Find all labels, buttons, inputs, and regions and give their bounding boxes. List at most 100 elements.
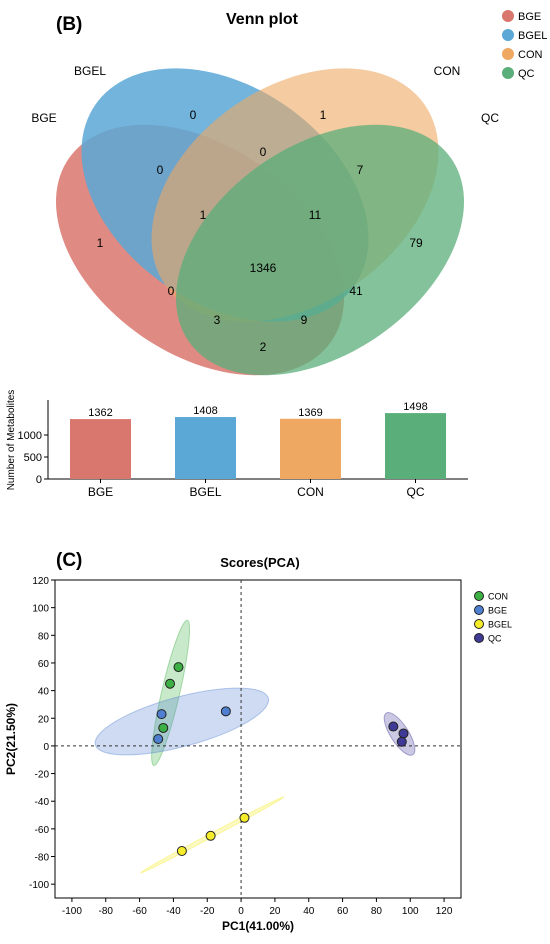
pca-legend-label: BGE (488, 606, 507, 616)
panel-c-label: (C) (56, 550, 82, 571)
pca-x-tick-label: 100 (402, 906, 419, 917)
bar-y-ticks: 0 500 1000 (18, 430, 48, 486)
bar-qc (385, 413, 446, 479)
bar-bgel (175, 417, 236, 479)
venn-count: 11 (309, 208, 322, 222)
venn-title: Venn plot (226, 11, 299, 28)
venn-ellipses (55, 68, 465, 376)
venn-count: 2 (260, 340, 267, 354)
bar-value-label: 1498 (403, 401, 427, 413)
pca-y-tick-label: -80 (35, 853, 50, 864)
venn-label-bgel: BGEL (74, 64, 106, 78)
bar-x-tick-label: BGEL (189, 485, 221, 499)
pca-legend: CON BGE BGEL QC (474, 591, 512, 644)
pca-chart: -100 -80 -60 -40 -20 0 20 40 60 80 100 120 -100-80-… (4, 576, 512, 933)
pca-y-tick-label: -60 (35, 825, 50, 836)
pca-x-tick-label: 0 (238, 906, 244, 917)
venn-label-bge: BGE (31, 111, 56, 125)
pca-points (153, 662, 409, 856)
pca-point-bge (153, 734, 164, 744)
venn-count: 0 (260, 145, 267, 159)
pca-x-tick-label: 20 (269, 906, 281, 917)
pca-y-tick-label: 40 (38, 687, 50, 698)
pca-x-tick-label: 120 (436, 906, 453, 917)
legend-label: BGE (518, 11, 541, 23)
legend-marker (502, 29, 514, 41)
venn-count: 7 (357, 163, 364, 177)
venn-count: 1 (200, 208, 207, 222)
venn-count: 1346 (250, 261, 277, 275)
bar-value-label: 1369 (298, 407, 322, 419)
bar-x-tick-label: QC (407, 485, 425, 499)
pca-x-tick-label: -40 (166, 906, 181, 917)
pca-zero-lines (55, 580, 461, 898)
pca-point-qc (398, 728, 409, 739)
pca-point-bgel (205, 830, 216, 841)
pca-legend-label: CON (488, 592, 508, 602)
pca-point-bge (156, 709, 167, 720)
pca-point-qc (388, 721, 399, 732)
bar-con (280, 418, 341, 479)
venn-count: 0 (168, 284, 175, 298)
bar-y-label: Number of Metabolites (6, 390, 17, 491)
bar-value-label: 1362 (88, 407, 112, 419)
venn-counts: 0 1 0 0 7 1 11 1 79 1346 0 41 3 9 2 (97, 108, 423, 354)
legend-label: QC (518, 68, 535, 80)
legend-marker (502, 67, 514, 79)
pca-y-tick-label: -100 (29, 880, 49, 891)
pca-x-tick-label: -100 (62, 906, 82, 917)
pca-point-qc (396, 736, 407, 747)
venn-set-qc (175, 124, 465, 376)
pca-x-tick-label: 60 (337, 906, 349, 917)
pca-y-tick-label: 20 (38, 714, 50, 725)
pca-title: Scores(PCA) (220, 555, 299, 570)
bar-value-labels: 1362 1408 1369 1498 (88, 401, 427, 419)
pca-point-bge (220, 706, 231, 717)
pca-point-bgel (239, 812, 250, 823)
pca-x-tick-label: 40 (303, 906, 315, 917)
venn-count: 41 (349, 284, 363, 298)
venn-label-con: CON (434, 64, 461, 78)
venn-legend: BGE BGEL CON QC (502, 10, 547, 80)
panel-b-label: (B) (56, 14, 82, 35)
legend-marker (502, 48, 514, 60)
pca-x-ticks: -100 -80 -60 -40 -20 0 20 40 60 80 100 120 (62, 898, 453, 917)
pca-point-con (158, 722, 169, 733)
pca-y-tick-label: 60 (38, 659, 50, 670)
pca-y-tick-label: -20 (35, 770, 50, 781)
pca-legend-label: QC (488, 634, 502, 644)
pca-y-tick-label: 0 (43, 742, 49, 753)
bar-x-ticks: BGE BGEL CON QC (88, 479, 425, 499)
venn-count: 0 (157, 163, 164, 177)
pca-x-tick-label: -60 (132, 906, 147, 917)
pca-plot-frame (54, 579, 462, 899)
pca-legend-marker (474, 619, 484, 629)
pca-x-label: PC1(41.00%) (222, 919, 294, 933)
venn-label-qc: QC (481, 111, 499, 125)
bar-y-tick-label: 0 (36, 474, 42, 486)
pca-x-tick-label: 80 (371, 906, 383, 917)
pca-y-tick-label: 80 (38, 631, 50, 642)
legend-marker (502, 10, 514, 22)
pca-x-tick-label: -20 (200, 906, 215, 917)
pca-legend-marker (474, 633, 484, 643)
pca-point-con (165, 678, 176, 689)
pca-point-bgel (176, 845, 187, 856)
venn-count: 1 (97, 236, 104, 250)
bar-x-tick-label: CON (297, 485, 324, 499)
legend-label: BGEL (518, 30, 547, 42)
pca-y-label: PC2(21.50%) (4, 703, 18, 775)
venn-count: 1 (320, 108, 327, 122)
venn-count: 79 (409, 236, 423, 250)
bar-y-tick-label: 1000 (18, 430, 42, 442)
pca-point-con (173, 662, 184, 673)
pca-y-tick-label: 120 (32, 576, 49, 587)
bar-value-label: 1408 (193, 405, 217, 417)
pca-y-tick-label: 100 (32, 604, 49, 615)
pca-y-tick-label: -40 (35, 797, 50, 808)
venn-count: 0 (190, 108, 197, 122)
bar-bge (70, 419, 131, 479)
legend-label: CON (518, 49, 543, 61)
